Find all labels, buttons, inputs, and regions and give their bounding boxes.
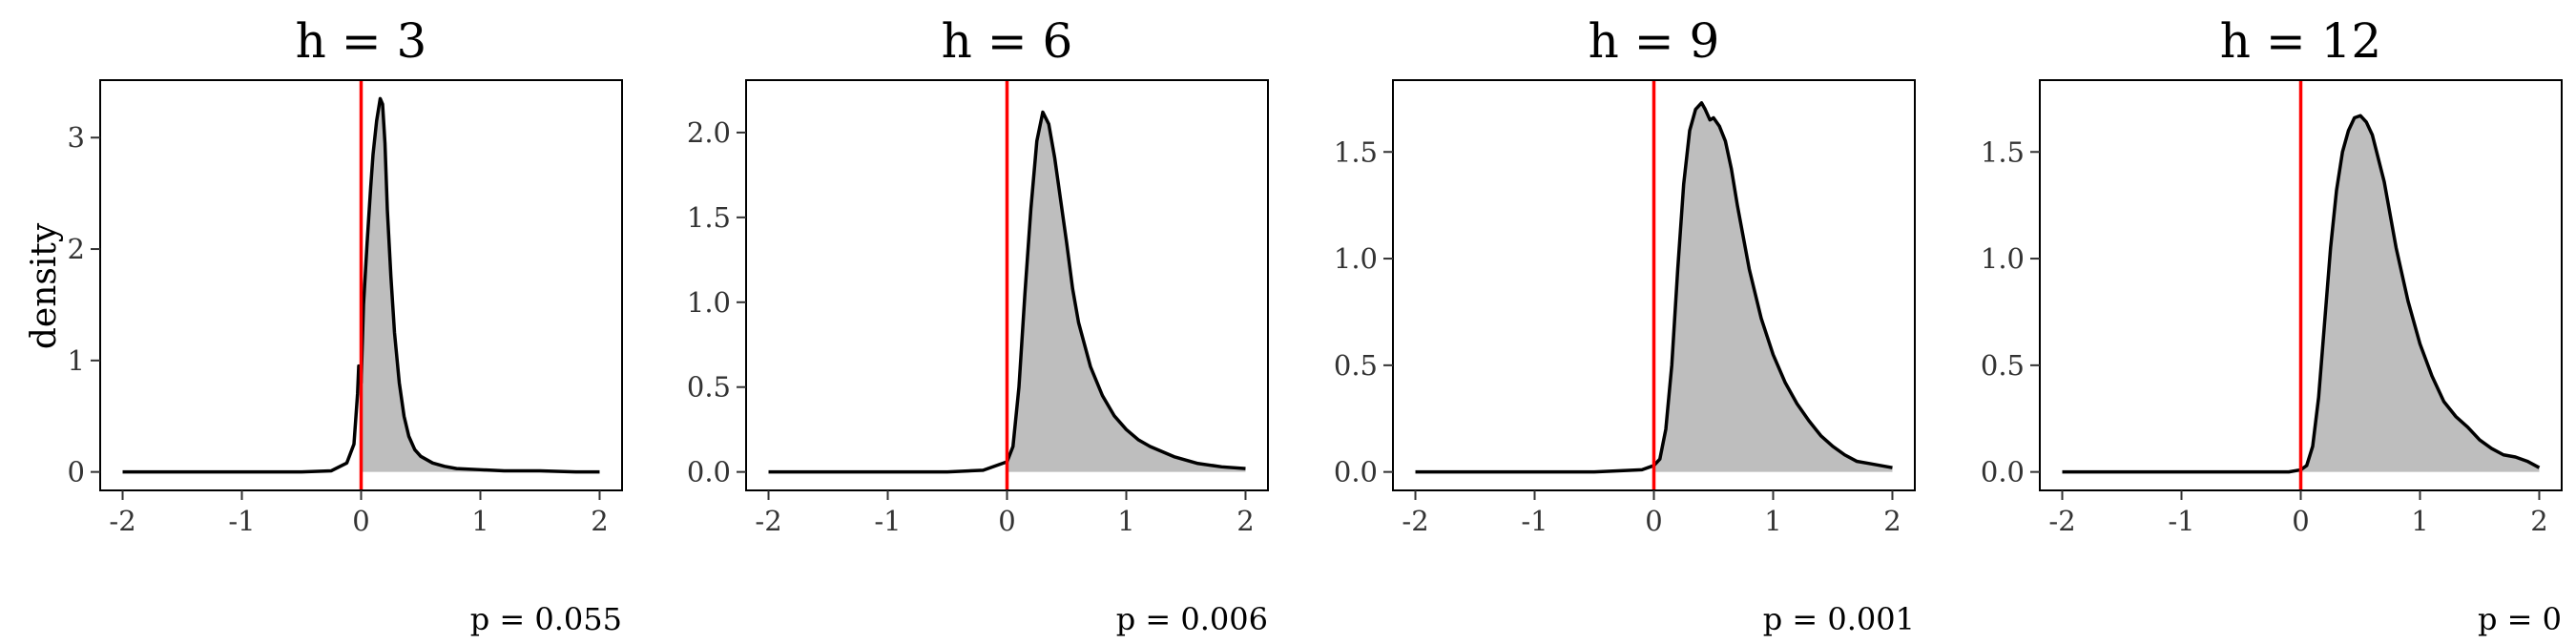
x-tick-label: 2 (1883, 505, 1901, 537)
panel-title: h = 9 (1589, 13, 1720, 69)
panel-2: h = 6 -2 -1 0 1 2 0.0 0.5 1.0 1.5 2.0 p = 0.006 (687, 13, 1269, 637)
x-tick-label: 1 (1117, 505, 1134, 537)
x-tick-label: 0 (352, 505, 369, 537)
y-tick-label: 0.5 (1334, 349, 1378, 382)
x-tick-label: 1 (2411, 505, 2428, 537)
y-tick-label: 1.5 (687, 201, 731, 234)
x-tick-label: -2 (109, 505, 135, 537)
x-tick-label: 2 (1236, 505, 1254, 537)
y-tick-label: 0.0 (1334, 456, 1378, 488)
y-tick-label: 1.0 (1334, 242, 1378, 275)
y-tick-label: 0.5 (1981, 349, 2025, 382)
density-shaded-area (361, 98, 600, 472)
y-tick-label: 3 (68, 121, 85, 154)
y-tick-label: 1.5 (1334, 135, 1378, 168)
p-value-number: 0.006 (1180, 601, 1268, 637)
x-tick-label: 2 (2530, 505, 2547, 537)
panel-title: h = 3 (296, 13, 427, 69)
y-tick-label: 0.5 (687, 371, 731, 404)
x-tick-label: 2 (591, 505, 608, 537)
x-tick-label: -1 (874, 505, 901, 537)
p-value-label: p = (470, 601, 535, 637)
density-curve (1415, 101, 1893, 474)
panel-title: h = 12 (2220, 13, 2382, 69)
x-tick-label: -1 (228, 505, 255, 537)
density-curve (2062, 114, 2541, 474)
p-value-label: p = (1116, 601, 1181, 637)
y-tick-label: 1.0 (1981, 242, 2025, 275)
y-axis-label: density (25, 222, 64, 349)
x-tick-label: 0 (2292, 505, 2309, 537)
p-value-number: 0.055 (534, 601, 622, 637)
x-tick-label: 1 (471, 505, 488, 537)
y-tick-label: 2.0 (687, 116, 731, 149)
panel-4: h = 12 -2 -1 0 1 2 0.0 0.5 1.0 1.5 p = 0 (1981, 13, 2563, 637)
x-tick-label: -1 (1521, 505, 1548, 537)
x-tick-label: 1 (1764, 505, 1781, 537)
p-value-annotation: p = 0.055 (470, 601, 622, 637)
y-tick-label: 1.0 (687, 286, 731, 319)
p-value-annotation: p = 0.001 (1763, 601, 1915, 637)
y-tick-label: 0 (68, 456, 85, 488)
panel-title: h = 6 (942, 13, 1073, 69)
panel-3: h = 9 -2 -1 0 1 2 0.0 0.5 1.0 1.5 p = 0.001 (1334, 13, 1916, 637)
density-curve (122, 96, 600, 474)
density-shaded-area (1007, 112, 1246, 472)
density-shaded-area (2300, 115, 2540, 472)
p-value-number: 0.001 (1827, 601, 1915, 637)
panels: h = 3 -2 -1 0 1 2 0 1 2 3 p = 0.055 h = 6 -2 -1 0 1 2 0.0… (68, 13, 2563, 637)
y-tick-label: 0.0 (1981, 456, 2025, 488)
x-tick-label: -2 (2048, 505, 2075, 537)
x-tick-label: -2 (755, 505, 781, 537)
density-shaded-area (1653, 102, 1893, 472)
y-tick-label: 0.0 (687, 456, 731, 488)
x-tick-label: 0 (1645, 505, 1662, 537)
p-value-annotation: p = 0.006 (1116, 601, 1268, 637)
x-tick-label: -2 (1402, 505, 1428, 537)
p-value-label: p = (2478, 601, 2543, 637)
y-tick-label: 2 (68, 233, 85, 265)
y-tick-label: 1.5 (1981, 135, 2025, 168)
p-value-number: 0 (2543, 601, 2562, 637)
x-tick-label: -1 (2168, 505, 2194, 537)
density-curve (768, 110, 1246, 474)
p-value-annotation: p = 0 (2478, 601, 2562, 637)
x-tick-label: 0 (998, 505, 1015, 537)
p-value-label: p = (1763, 601, 1828, 637)
panel-1: h = 3 -2 -1 0 1 2 0 1 2 3 p = 0.055 (68, 13, 623, 637)
y-tick-label: 1 (68, 344, 85, 377)
